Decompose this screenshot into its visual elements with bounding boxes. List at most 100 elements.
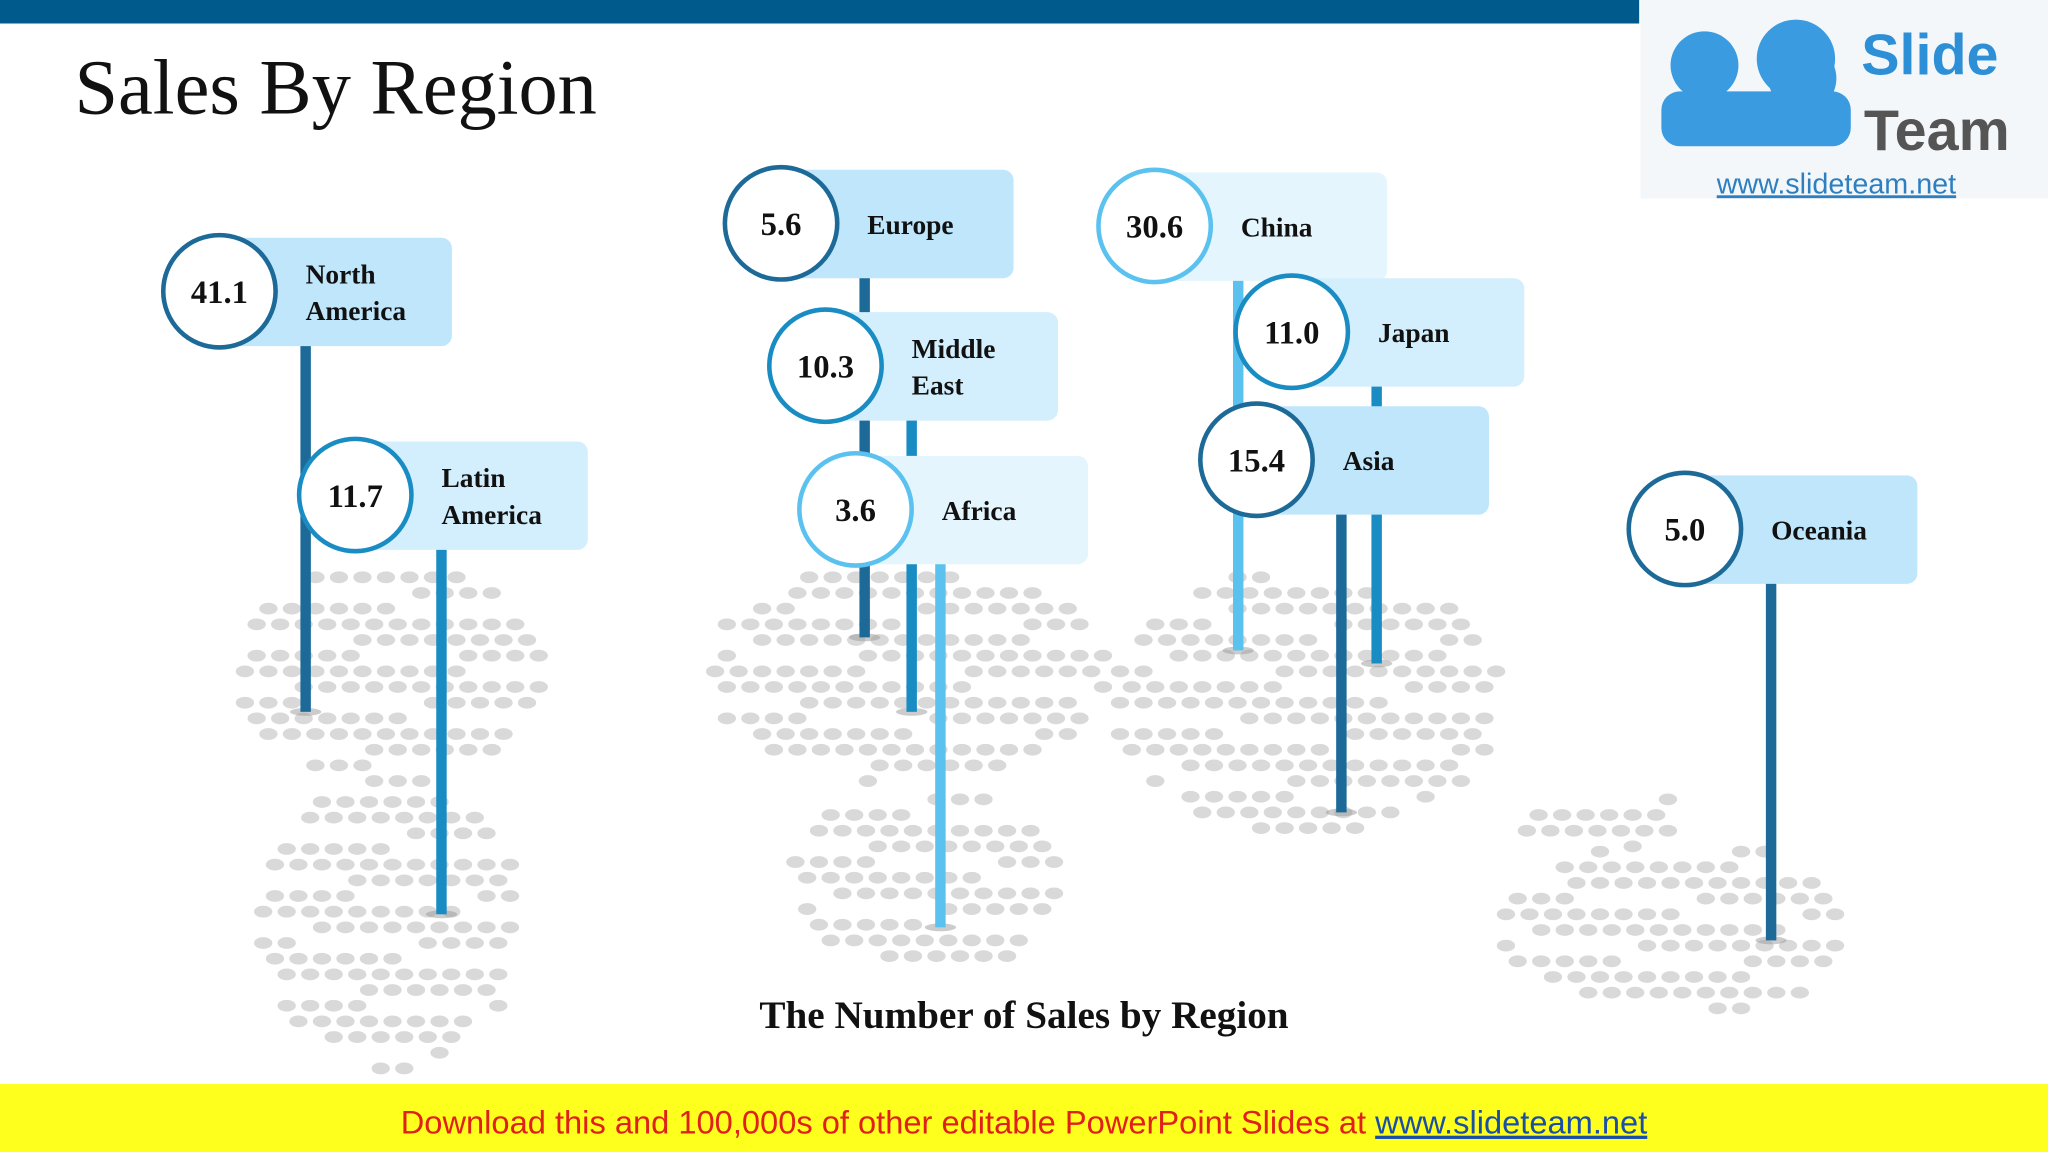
map-dot (277, 843, 296, 855)
map-dot (1345, 696, 1365, 709)
map-dot (1579, 861, 1598, 874)
map-dot (1298, 822, 1318, 834)
map-dot (974, 824, 993, 837)
map-dot (1240, 712, 1259, 725)
map-dot (788, 618, 807, 631)
map-dot (950, 793, 970, 806)
map-dot (835, 587, 854, 599)
map-dot (1058, 728, 1077, 740)
map-dot (892, 934, 911, 947)
pin-value: 41.1 (191, 275, 248, 311)
map-dot (1011, 696, 1030, 709)
map-dot (395, 811, 414, 824)
map-dot (341, 649, 360, 662)
pin-label: Japan (1378, 318, 1450, 348)
map-dot (809, 824, 829, 837)
map-dot (800, 728, 819, 740)
map-dot (324, 905, 343, 918)
logo-url[interactable]: www.slideteam.net (1716, 168, 1956, 200)
map-dot (1404, 618, 1424, 631)
map-dot (359, 1015, 379, 1028)
map-dot (1555, 955, 1574, 968)
map-dot (1275, 634, 1294, 646)
map-dot (1532, 955, 1551, 968)
pin-label-box (781, 169, 1014, 279)
map-dot (1251, 696, 1271, 709)
map-dot (811, 681, 831, 693)
map-dot (1802, 939, 1821, 952)
map-dot (1369, 665, 1388, 678)
pin-value: 3.6 (835, 493, 876, 529)
map-dot (348, 874, 367, 887)
map-dot (400, 665, 419, 678)
map-dot (1381, 806, 1400, 819)
map-dot (1134, 728, 1153, 740)
map-dot (265, 952, 285, 965)
map-dot (1310, 712, 1329, 725)
map-dot (1169, 743, 1188, 756)
map-dot (1204, 634, 1224, 646)
map-dot (1169, 618, 1188, 631)
map-dot (1240, 806, 1259, 819)
map-dot (1635, 824, 1654, 837)
map-dot (1046, 618, 1066, 631)
map-dot (336, 858, 355, 871)
map-dot (788, 743, 807, 756)
map-dot (371, 1031, 390, 1043)
map-dot (1263, 587, 1282, 599)
pin-circle (797, 450, 914, 568)
map-dot (359, 952, 379, 965)
map-dot (811, 587, 831, 599)
map-dot (1357, 806, 1376, 819)
map-dot (400, 634, 419, 646)
map-dot (976, 712, 995, 725)
logo-bodies (1661, 91, 1851, 147)
map-dot (1475, 681, 1494, 693)
map-dot (880, 950, 899, 962)
map-dot (997, 950, 1017, 962)
map-dot (1696, 861, 1715, 874)
map-dot (974, 793, 993, 806)
map-dot (1614, 877, 1633, 889)
map-dot (459, 681, 478, 693)
map-dot (800, 571, 819, 584)
map-dot (1082, 665, 1101, 678)
map-dot (811, 743, 831, 756)
map-dot (1720, 861, 1739, 874)
map-dot (1567, 908, 1586, 921)
map-dot (1263, 743, 1282, 756)
map-dot (1369, 696, 1388, 709)
map-dot (1310, 743, 1329, 756)
map-dot (1720, 924, 1739, 936)
pin-label-box (355, 441, 588, 550)
map-dot (353, 728, 372, 740)
map-dot (856, 918, 876, 931)
footer-link[interactable]: www.slideteam.net (1374, 1104, 1647, 1141)
map-dot (833, 918, 852, 931)
pin-label-box (219, 237, 452, 347)
map-dot (1731, 877, 1751, 889)
map-dot (1696, 892, 1715, 905)
map-dot (752, 634, 772, 646)
map-dot (1287, 712, 1306, 725)
map-dot (717, 712, 736, 725)
map-dot (1204, 759, 1224, 772)
map-dot (1611, 824, 1631, 837)
map-dot (1146, 618, 1165, 631)
map-dot (1251, 571, 1271, 584)
map-dot (786, 856, 805, 868)
map-dot (1322, 822, 1341, 834)
map-dot (400, 728, 419, 740)
map-dot (329, 571, 349, 584)
map-dot (1046, 649, 1066, 662)
map-dot (1044, 856, 1064, 868)
map-dot (964, 602, 983, 615)
map-dot (259, 728, 278, 740)
map-dot (798, 903, 817, 915)
map-dot (1600, 809, 1619, 821)
map-dot (903, 918, 923, 931)
map-dot (271, 712, 290, 725)
map-dot (788, 712, 807, 725)
